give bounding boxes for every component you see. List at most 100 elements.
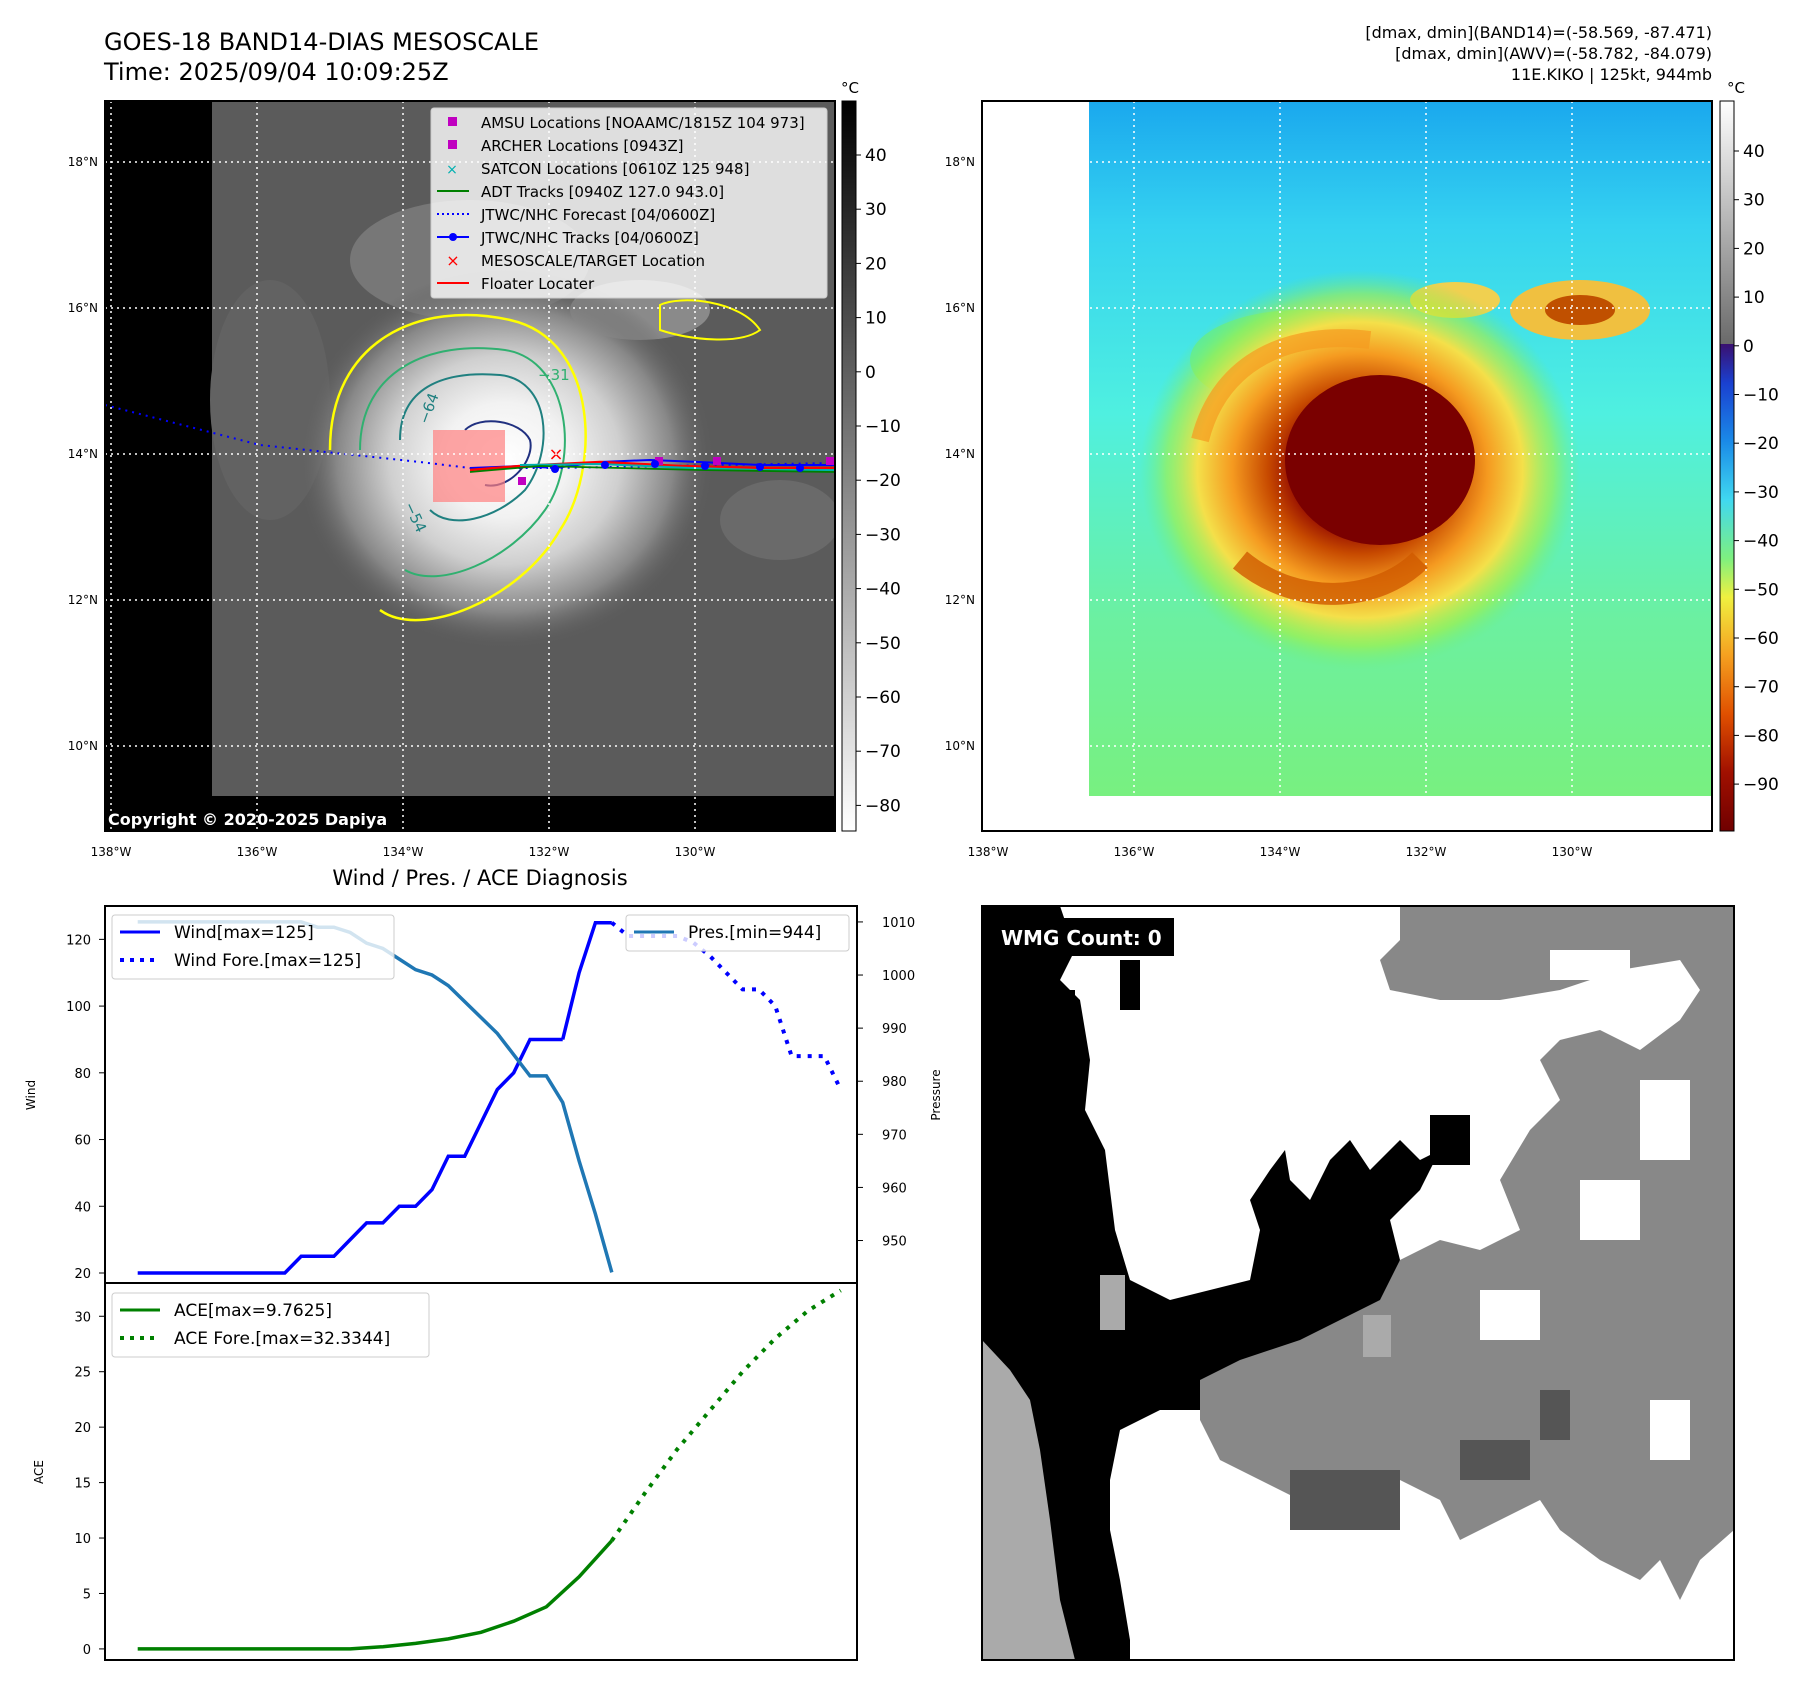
wind-axis-label: Wind [24, 1080, 38, 1110]
lon-label: 132°W [1406, 845, 1447, 859]
ir-satellite-panel: × −64 −54 −31 [104, 100, 836, 832]
color-colorbar-tick-label: −80 [1743, 726, 1779, 746]
ace-axis-tick-label: 15 [74, 1477, 91, 1492]
lon-label: 138°W [968, 845, 1009, 859]
ace-panel: 0 5 10 15 20 25 30 ACE ACE[max=9.7625] ACE For… [32, 1282, 858, 1661]
lon-label: 130°W [1552, 845, 1593, 859]
lat-label: 10°N [945, 739, 975, 753]
mesoscale-marker-icon: × [446, 251, 459, 270]
lon-label: 136°W [237, 845, 278, 859]
pressure-axis-label: Pressure [929, 1069, 943, 1120]
ir-colorbar-tick-label: 0 [865, 363, 876, 383]
ir-colorbar: °C 40 30 20 10 0 −10 −20 −30 −40 −50 −60 −70 −80 [841, 79, 901, 832]
track-dot-icon [449, 233, 457, 241]
pressure-axis-tick-label: 1000 [882, 969, 915, 984]
lat-label: 16°N [68, 301, 98, 315]
color-colorbar-ticks: 40 30 20 10 0 −10 −20 −30 −40 −50 −60 −70 −80 −90 [1734, 142, 1779, 795]
legend-satcon: SATCON Locations [0610Z 125 948] [481, 160, 749, 178]
pressure-axis-tick-label: 960 [882, 1181, 907, 1196]
legend-ace: ACE[max=9.7625] [174, 1301, 332, 1321]
pressure-axis-tick-label: 1010 [882, 916, 915, 931]
ir-colorbar-tick-label: 30 [865, 200, 887, 220]
archer-marker-icon [448, 140, 457, 149]
wind-legend: Wind[max=125] Wind Fore.[max=125] [111, 914, 395, 980]
color-colorbar-tick-label: −90 [1743, 775, 1779, 795]
lon-label: 132°W [529, 845, 570, 859]
wind-axis-tick-label: 40 [74, 1200, 91, 1215]
lat-label: 10°N [68, 739, 98, 753]
wind-axis-ticks: 20 40 60 80 100 120 [66, 933, 105, 1282]
color-colorbar-tick-label: 20 [1743, 239, 1765, 259]
wind-pressure-panel: 20 40 60 80 100 120 950 960 970 980 990 1000 1010 W… [24, 905, 943, 1284]
ace-axis-label: ACE [32, 1460, 46, 1484]
ir-colorbar-tick-label: 40 [865, 146, 887, 166]
legend-archer: ARCHER Locations [0943Z] [481, 137, 684, 155]
satcon-marker-icon: × [446, 162, 458, 178]
wind-series-1 [561, 920, 612, 1040]
wmg-panel: WMG Count: 0 [981, 905, 1735, 1661]
ace-axis-tick-label: 5 [83, 1587, 91, 1602]
legend-adt: ADT Tracks [0940Z 127.0 943.0] [481, 183, 724, 201]
color-colorbar-tick-label: 0 [1743, 337, 1754, 357]
color-colorbar-tick-label: −40 [1743, 532, 1779, 552]
ace-axis-tick-label: 30 [74, 1310, 91, 1325]
lon-label: 136°W [1114, 845, 1155, 859]
color-colorbar-tick-label: 40 [1743, 142, 1765, 162]
lon-label: 130°W [675, 845, 716, 859]
legend-wind: Wind[max=125] [174, 923, 314, 943]
legend-amsu: AMSU Locations [NOAAMC/1815Z 104 973] [481, 114, 805, 132]
wmg-lightgray-region [982, 1275, 1391, 1660]
lon-label: 138°W [91, 845, 132, 859]
lat-label: 14°N [68, 447, 98, 461]
color-colorbar-tick-label: −70 [1743, 678, 1779, 698]
copyright-label: Copyright © 2020-2025 Dapiya [108, 810, 387, 829]
wind-axis-tick-label: 120 [66, 933, 91, 948]
ir-colorbar-tick-label: −50 [865, 634, 901, 654]
figure-title-line1: GOES-18 BAND14-DIAS MESOSCALE [104, 28, 539, 56]
ace-axis-tick-label: 0 [83, 1643, 91, 1658]
lat-label: 18°N [68, 155, 98, 169]
pressure-axis-tick-label: 980 [882, 1075, 907, 1090]
lon-label: 134°W [383, 845, 424, 859]
ir-colorbar-tick-label: −40 [865, 580, 901, 600]
wmg-count-label: WMG Count: 0 [1001, 926, 1162, 950]
wmg-darkgray-region [1290, 1390, 1570, 1530]
color-colorbar-tick-label: 10 [1743, 288, 1765, 308]
lat-label: 12°N [68, 593, 98, 607]
ir-colorbar-unit: °C [841, 79, 859, 97]
ace-series-1 [610, 1288, 842, 1542]
map-axis-labels: 138°W 136°W 134°W 132°W 130°W 18°N 16°N 14°N 12°… [68, 155, 1593, 859]
color-colorbar-tick-label: −10 [1743, 386, 1779, 406]
color-colorbar-tick-label: −20 [1743, 434, 1779, 454]
pressure-axis-tick-label: 970 [882, 1128, 907, 1143]
wind-axis-tick-label: 20 [74, 1267, 91, 1282]
wind-axis-tick-label: 100 [66, 1000, 91, 1015]
amsu-marker-icon [448, 117, 457, 126]
contour-label-31: −31 [538, 366, 570, 384]
figure-title-line2: Time: 2025/09/04 10:09:25Z [103, 58, 449, 86]
pressure-axis-ticks: 950 960 970 980 990 1000 1010 [857, 916, 915, 1250]
ace-series [137, 1288, 842, 1651]
color-colorbar-tick-label: −60 [1743, 629, 1779, 649]
diagnosis-title: Wind / Pres. / ACE Diagnosis [332, 866, 627, 890]
stats-line3: 11E.KIKO | 125kt, 944mb [1511, 65, 1712, 84]
lat-label: 16°N [945, 301, 975, 315]
legend-ace-fore: ACE Fore.[max=32.3344] [174, 1329, 390, 1349]
wind-series-2 [610, 921, 843, 1091]
wind-axis-tick-label: 60 [74, 1134, 91, 1149]
lon-label: 134°W [1260, 845, 1301, 859]
ir-colorbar-tick-label: 20 [865, 254, 887, 274]
pressure-legend: Pres.[min=944] [625, 914, 850, 952]
color-colorbar-tick-label: −50 [1743, 580, 1779, 600]
lat-label: 14°N [945, 447, 975, 461]
ir-colorbar-tick-label: −30 [865, 525, 901, 545]
wmg-gray-region [1200, 906, 1734, 1600]
wmg-white-patches [1480, 950, 1690, 1460]
pressure-axis-tick-label: 990 [882, 1022, 907, 1037]
ace-legend: ACE[max=9.7625] ACE Fore.[max=32.3344] [111, 1292, 430, 1358]
ir-colorbar-tick-label: 10 [865, 309, 887, 329]
ace-axis-tick-label: 10 [74, 1532, 91, 1547]
wind-axis-tick-label: 80 [74, 1067, 91, 1082]
ir-colorbar-tick-label: −60 [865, 688, 901, 708]
